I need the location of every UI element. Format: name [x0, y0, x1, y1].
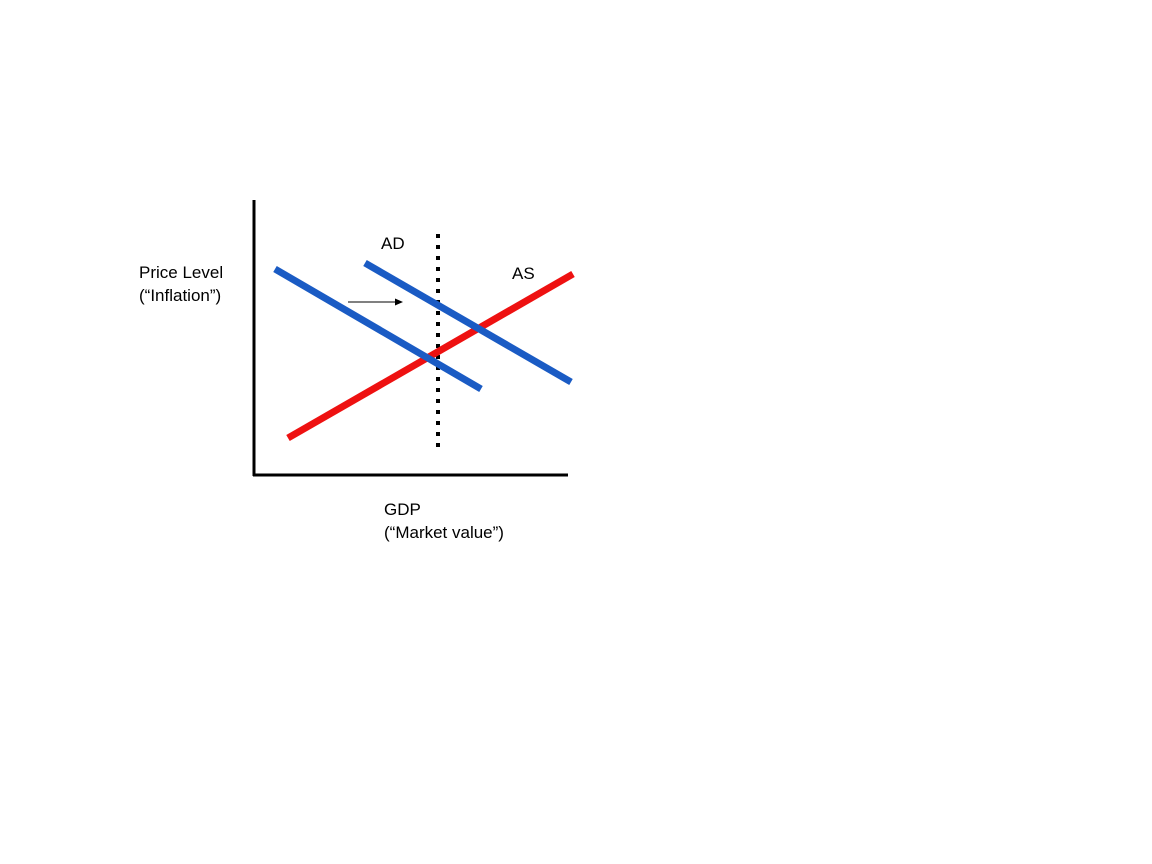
y-axis-label-line2: (“Inflation”)	[139, 286, 222, 305]
x-axis-label-line2: (“Market value”)	[384, 523, 504, 542]
y-axis-label-line1: Price Level	[139, 263, 224, 282]
as-curve-label: AS	[512, 264, 535, 283]
y-axis-label: Price Level (“Inflation”)	[139, 261, 223, 307]
ad-curve-label: AD	[381, 234, 405, 253]
ad-curve-shifted	[363, 259, 573, 386]
x-axis-label: GDP (“Market value”)	[384, 498, 504, 544]
ad-curve-original	[273, 265, 483, 393]
x-axis-label-line1: GDP	[384, 500, 421, 519]
shift-arrow-head	[395, 298, 403, 306]
